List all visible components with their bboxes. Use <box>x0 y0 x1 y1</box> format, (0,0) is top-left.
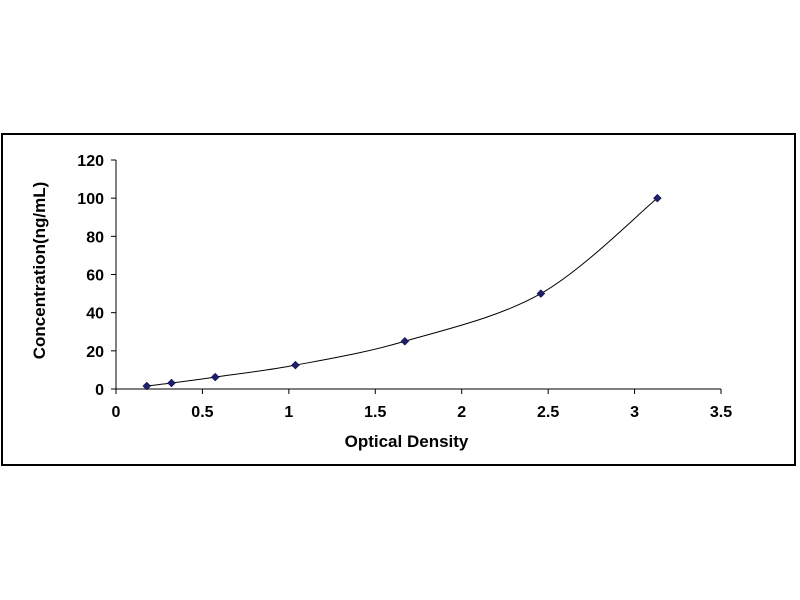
data-point <box>142 381 152 391</box>
x-tick-label: 3 <box>630 404 639 421</box>
data-point <box>210 372 220 382</box>
plot-area: 0 0.5 1 1.5 2 2.5 3 3.5 0 20 40 60 80 100 120 Optical … <box>30 153 732 451</box>
y-tick-label: 80 <box>86 229 104 246</box>
x-tick-label: 1.5 <box>364 404 386 421</box>
y-tick-label: 0 <box>95 382 104 399</box>
y-tick-label: 40 <box>86 306 104 323</box>
data-point <box>536 289 546 298</box>
x-tick-label: 2.5 <box>537 404 559 421</box>
fit-curve <box>146 197 658 387</box>
x-tick-label: 1 <box>284 404 293 421</box>
x-axis-title: Optical Density <box>345 432 469 451</box>
data-point <box>167 378 176 388</box>
x-tick-label: 0.5 <box>191 404 213 421</box>
y-tick-label: 120 <box>77 153 104 170</box>
data-point <box>400 336 410 346</box>
data-point <box>653 193 662 203</box>
y-tick-label: 60 <box>86 268 104 285</box>
y-tick-label: 20 <box>86 344 104 361</box>
x-tick-label: 3.5 <box>710 404 732 421</box>
y-tick-label: 100 <box>77 191 104 208</box>
y-axis-title: Concentration(ng/mL) <box>30 182 49 360</box>
x-tick-label: 2 <box>457 404 466 421</box>
x-tick-label: 0 <box>112 404 121 421</box>
data-point <box>291 360 300 370</box>
chart-frame: 0 0.5 1 1.5 2 2.5 3 3.5 0 20 40 60 80 100 120 Optical … <box>1 133 796 466</box>
